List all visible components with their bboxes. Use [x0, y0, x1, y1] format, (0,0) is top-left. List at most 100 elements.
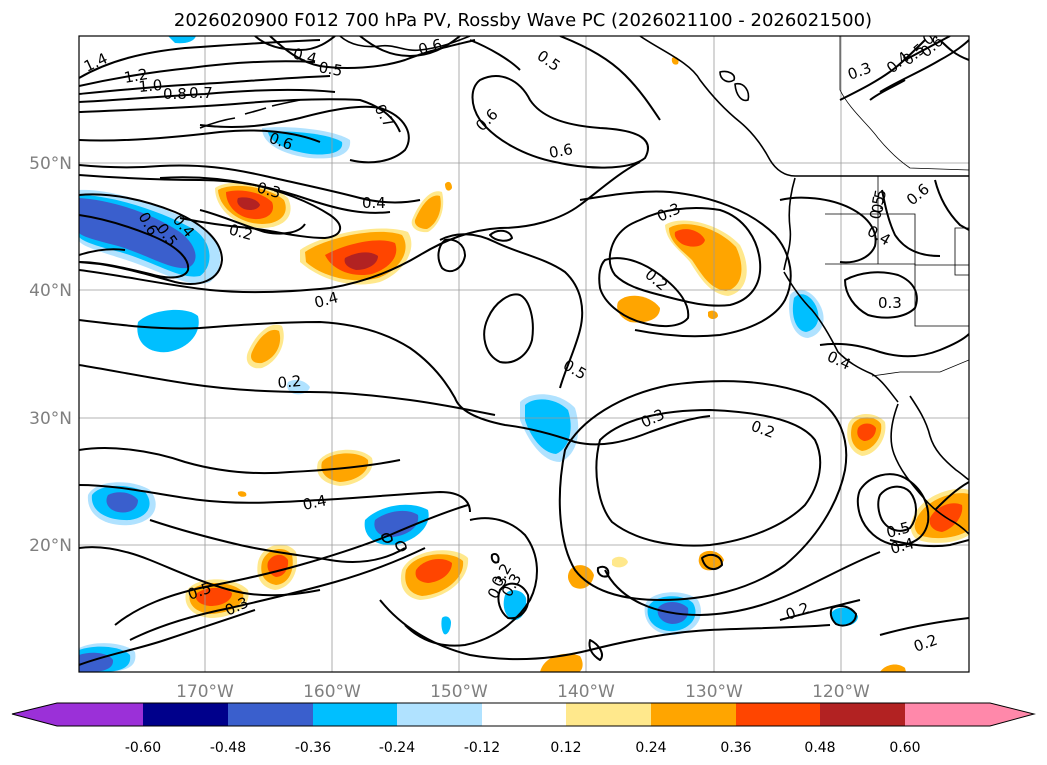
colorbar-tick-label: -0.36	[295, 740, 331, 756]
anomaly-neg-small-3	[287, 379, 310, 395]
coastline-island-1	[719, 70, 736, 83]
contour-0-8	[79, 88, 336, 103]
anomaly-pos-east-44n	[665, 220, 747, 296]
contour-0-5-north-central	[469, 36, 661, 121]
contour-0-5-ne-state	[881, 179, 969, 257]
contour-0-3-big-loop	[558, 380, 848, 601]
map-title: 2026020900 F012 700 hPa PV, Rossby Wave …	[174, 10, 872, 31]
colorbar-swatch	[820, 703, 905, 726]
contour-0-6-north	[359, 36, 461, 57]
anomaly-neg-west-23n	[87, 482, 156, 526]
contour-0-2-sc-small	[490, 552, 500, 564]
colorbar-swatch	[566, 703, 651, 726]
contour-0-5-sw	[149, 519, 406, 563]
contour-label: 0.5	[317, 58, 344, 80]
colorbar-tick-label: 0.36	[720, 740, 751, 756]
contour-0-6-loop-north	[471, 75, 649, 169]
colorbar: -0.60 -0.48 -0.36 -0.24 -0.12 0.12 0.24 …	[11, 702, 1036, 756]
contour-0-2-se-loop	[829, 605, 857, 627]
colorbar-swatch	[397, 703, 482, 726]
colorbar-swatch	[313, 703, 397, 726]
contour-0-5-south-loop	[877, 485, 917, 532]
coastline-hawaii-1	[381, 533, 393, 543]
contour-0-4-central	[79, 161, 641, 294]
contour-0-6-ne-corner	[939, 39, 969, 61]
colorbar-tick-label: -0.12	[464, 740, 500, 756]
contour-0-5-west	[79, 164, 421, 204]
anomaly-neg-midpacific-21n	[364, 504, 429, 546]
contour-0-5-south-band	[114, 504, 469, 626]
contour-label: 0.4	[362, 194, 386, 212]
lon-label: 170°W	[176, 682, 234, 702]
colorbar-swatch	[228, 703, 313, 726]
lon-label: 160°W	[303, 682, 361, 702]
map-layers: 1.4 1.2 1.0 0.8 0.7 0.4 0.5 0.6 0.5 0.7 …	[79, 35, 969, 672]
contour-0-2-central	[79, 364, 496, 416]
coastline-island-2	[734, 82, 750, 102]
colorbar-tick-label: 0.24	[635, 740, 666, 756]
contour-0-4-south-loop	[856, 473, 930, 547]
contour-0-3-south-band	[129, 547, 426, 641]
anomaly-neg-small-4	[441, 616, 451, 635]
contour-1-2	[79, 60, 316, 87]
contour-0-2-south	[879, 617, 969, 636]
anomaly-pos-central-18n	[400, 550, 469, 600]
contour-label: 0.4	[312, 288, 340, 312]
colorbar-tick-label: -0.24	[379, 740, 415, 756]
contour-label: 0.6	[416, 35, 444, 59]
contour-label: 0.6	[548, 140, 575, 162]
contour-1-0	[79, 75, 331, 95]
colorbar-swatch	[905, 703, 990, 726]
contour-1-4	[79, 39, 321, 79]
contour-0-3-ne-corner	[839, 39, 926, 101]
contour-label: 0.2	[227, 220, 255, 244]
contour-0-3-east	[608, 207, 762, 307]
coastlines	[199, 36, 969, 552]
colorbar-tick-label: 0.12	[550, 740, 581, 756]
lat-label: 40°N	[29, 281, 72, 301]
colorbar-swatch	[736, 703, 820, 726]
longitude-axis: 170°W 160°W 150°W 140°W 130°W 120°W	[176, 682, 870, 702]
contour-0-3-central	[79, 319, 711, 446]
colorbar-tick-label: -0.48	[210, 740, 246, 756]
border-us-states-2	[825, 263, 969, 327]
anomaly-neg-small-2	[830, 607, 858, 627]
lat-label: 30°N	[29, 409, 72, 429]
contour-0-4-se-corner	[889, 539, 969, 548]
anomaly-pos-east-39n-small	[708, 310, 718, 319]
contour-0-2-sc-small-3	[596, 565, 610, 578]
lon-label: 120°W	[812, 682, 870, 702]
contour-label: 1.2	[123, 65, 150, 87]
contour-0-4-loop	[437, 238, 466, 273]
contour-0-4-south-west	[79, 609, 256, 666]
colorbar-swatch	[57, 703, 143, 726]
colorbar-tick-label: -0.60	[125, 740, 161, 756]
coastline-alaska-bc	[639, 36, 969, 177]
anomaly-pos-small-dot	[237, 491, 247, 497]
anomaly-pos-south-edge	[540, 653, 583, 672]
colorbar-swatch	[482, 703, 566, 726]
border-alaska-canada	[839, 36, 969, 171]
contour-0-2-east	[598, 257, 690, 328]
contour-0-6-pos-west	[79, 193, 223, 285]
contour-label: 0.3	[878, 294, 902, 312]
contour-label: 1.0	[138, 76, 163, 96]
anomaly-neg-top	[168, 36, 196, 44]
anomaly-pos-central-46n	[411, 181, 452, 233]
lon-label: 140°W	[557, 682, 615, 702]
coastline-california	[783, 271, 899, 403]
lon-label: 150°W	[430, 682, 488, 702]
border-us-mexico	[871, 359, 969, 377]
contour-label: 0.5	[884, 518, 912, 542]
anomaly-pos-south-east-edge	[880, 664, 906, 672]
anomaly-pos-east-39n	[617, 295, 660, 323]
contour-0-2-se	[779, 599, 861, 621]
contour-0-4-ne	[819, 333, 969, 358]
anomaly-pos-central-43n	[300, 228, 412, 285]
lon-label: 130°W	[685, 682, 743, 702]
contour-label: 0.4	[301, 491, 328, 514]
contour-0-7b	[199, 105, 410, 164]
contour-0-5-pos-west	[79, 214, 190, 279]
colorbar-tick-label: 0.48	[804, 740, 835, 756]
anomaly-neg-south-west	[79, 643, 136, 672]
